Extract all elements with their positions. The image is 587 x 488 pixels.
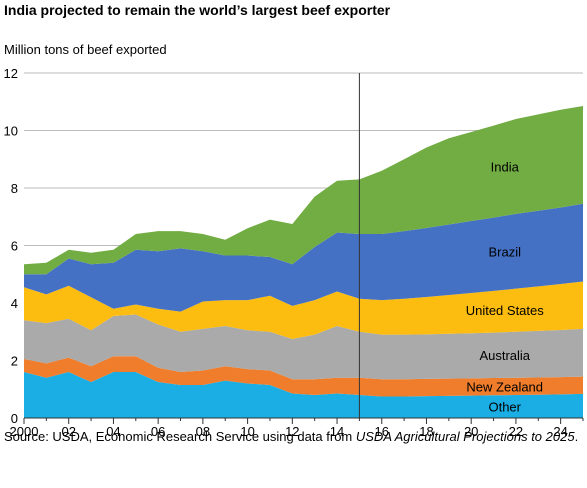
y-tick-label: 2 <box>11 354 18 369</box>
x-tick-label: 12 <box>285 424 299 439</box>
source-prefix: Source: USDA, Economic Research Service … <box>4 429 356 444</box>
series-label-united-states: United States <box>466 303 545 318</box>
series-label-australia: Australia <box>479 348 530 363</box>
x-tick-label: 14 <box>330 424 344 439</box>
x-tick-label: 16 <box>375 424 389 439</box>
area-brazil <box>24 203 583 312</box>
y-tick-label: 4 <box>11 296 18 311</box>
series-label-india: India <box>491 159 520 174</box>
series-label-other: Other <box>488 400 521 415</box>
x-tick-label: 10 <box>240 424 254 439</box>
x-tick-label: 18 <box>419 424 433 439</box>
chart-title: India projected to remain the world’s la… <box>4 2 391 18</box>
x-tick-label: 22 <box>509 424 523 439</box>
x-tick-label: 24 <box>553 424 567 439</box>
area-series <box>24 106 583 418</box>
y-tick-label: 10 <box>4 124 18 139</box>
x-tick-label: 06 <box>151 424 165 439</box>
x-tick-label: 02 <box>61 424 75 439</box>
y-tick-label: 6 <box>11 239 18 254</box>
series-labels: Other New Zealand Australia United States Br… <box>466 159 545 414</box>
source-publication: USDA Agricultural Projections to 2025 <box>355 429 575 444</box>
x-tick-label: 08 <box>196 424 210 439</box>
series-label-new-zealand: New Zealand <box>466 379 543 394</box>
area-other <box>24 372 583 418</box>
area-united-states <box>24 281 583 339</box>
area-india <box>24 106 583 275</box>
source-note: Source: USDA, Economic Research Service … <box>4 428 584 446</box>
chart-overlay <box>23 73 584 424</box>
series-label-brazil: Brazil <box>488 244 521 259</box>
source-suffix: . <box>574 429 579 444</box>
y-tick-label: 12 <box>4 66 18 81</box>
area-new-zealand <box>24 356 583 397</box>
y-axis-label: Million tons of beef exported <box>4 42 167 57</box>
y-tick-label: 8 <box>11 181 18 196</box>
area-australia <box>24 314 583 380</box>
x-tick-label: 04 <box>106 424 120 439</box>
y-tick-label: 0 <box>11 411 18 426</box>
x-tick-label: 20 <box>464 424 478 439</box>
x-tick-label: 2000 <box>10 424 39 439</box>
